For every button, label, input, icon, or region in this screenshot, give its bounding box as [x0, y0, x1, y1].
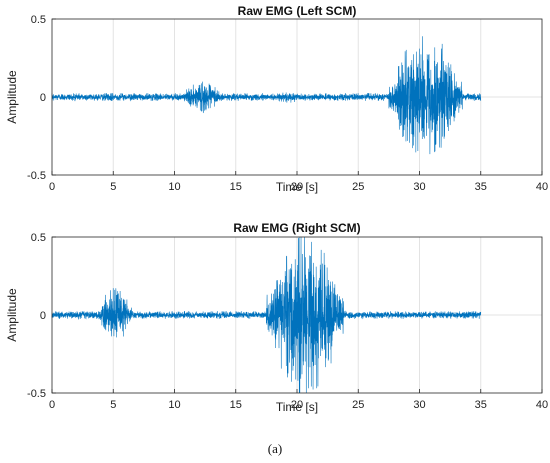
- x-axis-label: Time [s]: [276, 180, 318, 194]
- x-tick-label: 20: [291, 181, 303, 193]
- y-tick-label: 0: [40, 310, 46, 322]
- x-tick-label: 25: [352, 399, 364, 411]
- y-axis-label: Amplitude: [5, 70, 19, 124]
- x-tick-label: 30: [413, 181, 425, 193]
- x-tick-label: 20: [291, 399, 303, 411]
- y-tick-label: -0.5: [27, 388, 46, 400]
- y-tick-label: -0.5: [27, 170, 46, 182]
- y-tick-label: 0: [40, 92, 46, 104]
- x-tick-label: 35: [475, 181, 487, 193]
- y-tick-label: 0.5: [31, 14, 46, 26]
- x-tick-label: 5: [110, 399, 116, 411]
- x-tick-label: 15: [230, 399, 242, 411]
- x-axis-label: Time [s]: [276, 400, 318, 414]
- chart-title: Raw EMG (Right SCM): [233, 221, 360, 235]
- x-tick-label: 30: [413, 399, 425, 411]
- emg-signal-line: [51, 236, 482, 394]
- x-tick-label: 5: [110, 181, 116, 193]
- y-axis-label: Amplitude: [5, 288, 19, 342]
- x-tick-label: 40: [536, 399, 548, 411]
- x-tick-label: 15: [230, 181, 242, 193]
- plot-frame: [51, 18, 543, 176]
- y-tick-label: 0.5: [31, 232, 46, 244]
- x-tick-label: 0: [49, 181, 55, 193]
- chart-left-scm: Raw EMG (Left SCM)0 5 10 15 20 25 30 35 400.50-0…: [5, 4, 548, 194]
- x-tick-label: 25: [352, 181, 364, 193]
- emg-signal-line: [51, 36, 482, 155]
- x-tick-label: 0: [49, 399, 55, 411]
- chart-right-scm: Raw EMG (Right SCM)0 5 10 15 20 25 30 35 400.50-…: [5, 221, 548, 414]
- chart-title: Raw EMG (Left SCM): [238, 4, 357, 18]
- x-tick-label: 10: [168, 399, 180, 411]
- x-tick-label: 40: [536, 181, 548, 193]
- plot-frame: [51, 236, 543, 394]
- figure-caption: (a): [268, 441, 282, 456]
- x-tick-label: 35: [475, 399, 487, 411]
- x-tick-label: 10: [168, 181, 180, 193]
